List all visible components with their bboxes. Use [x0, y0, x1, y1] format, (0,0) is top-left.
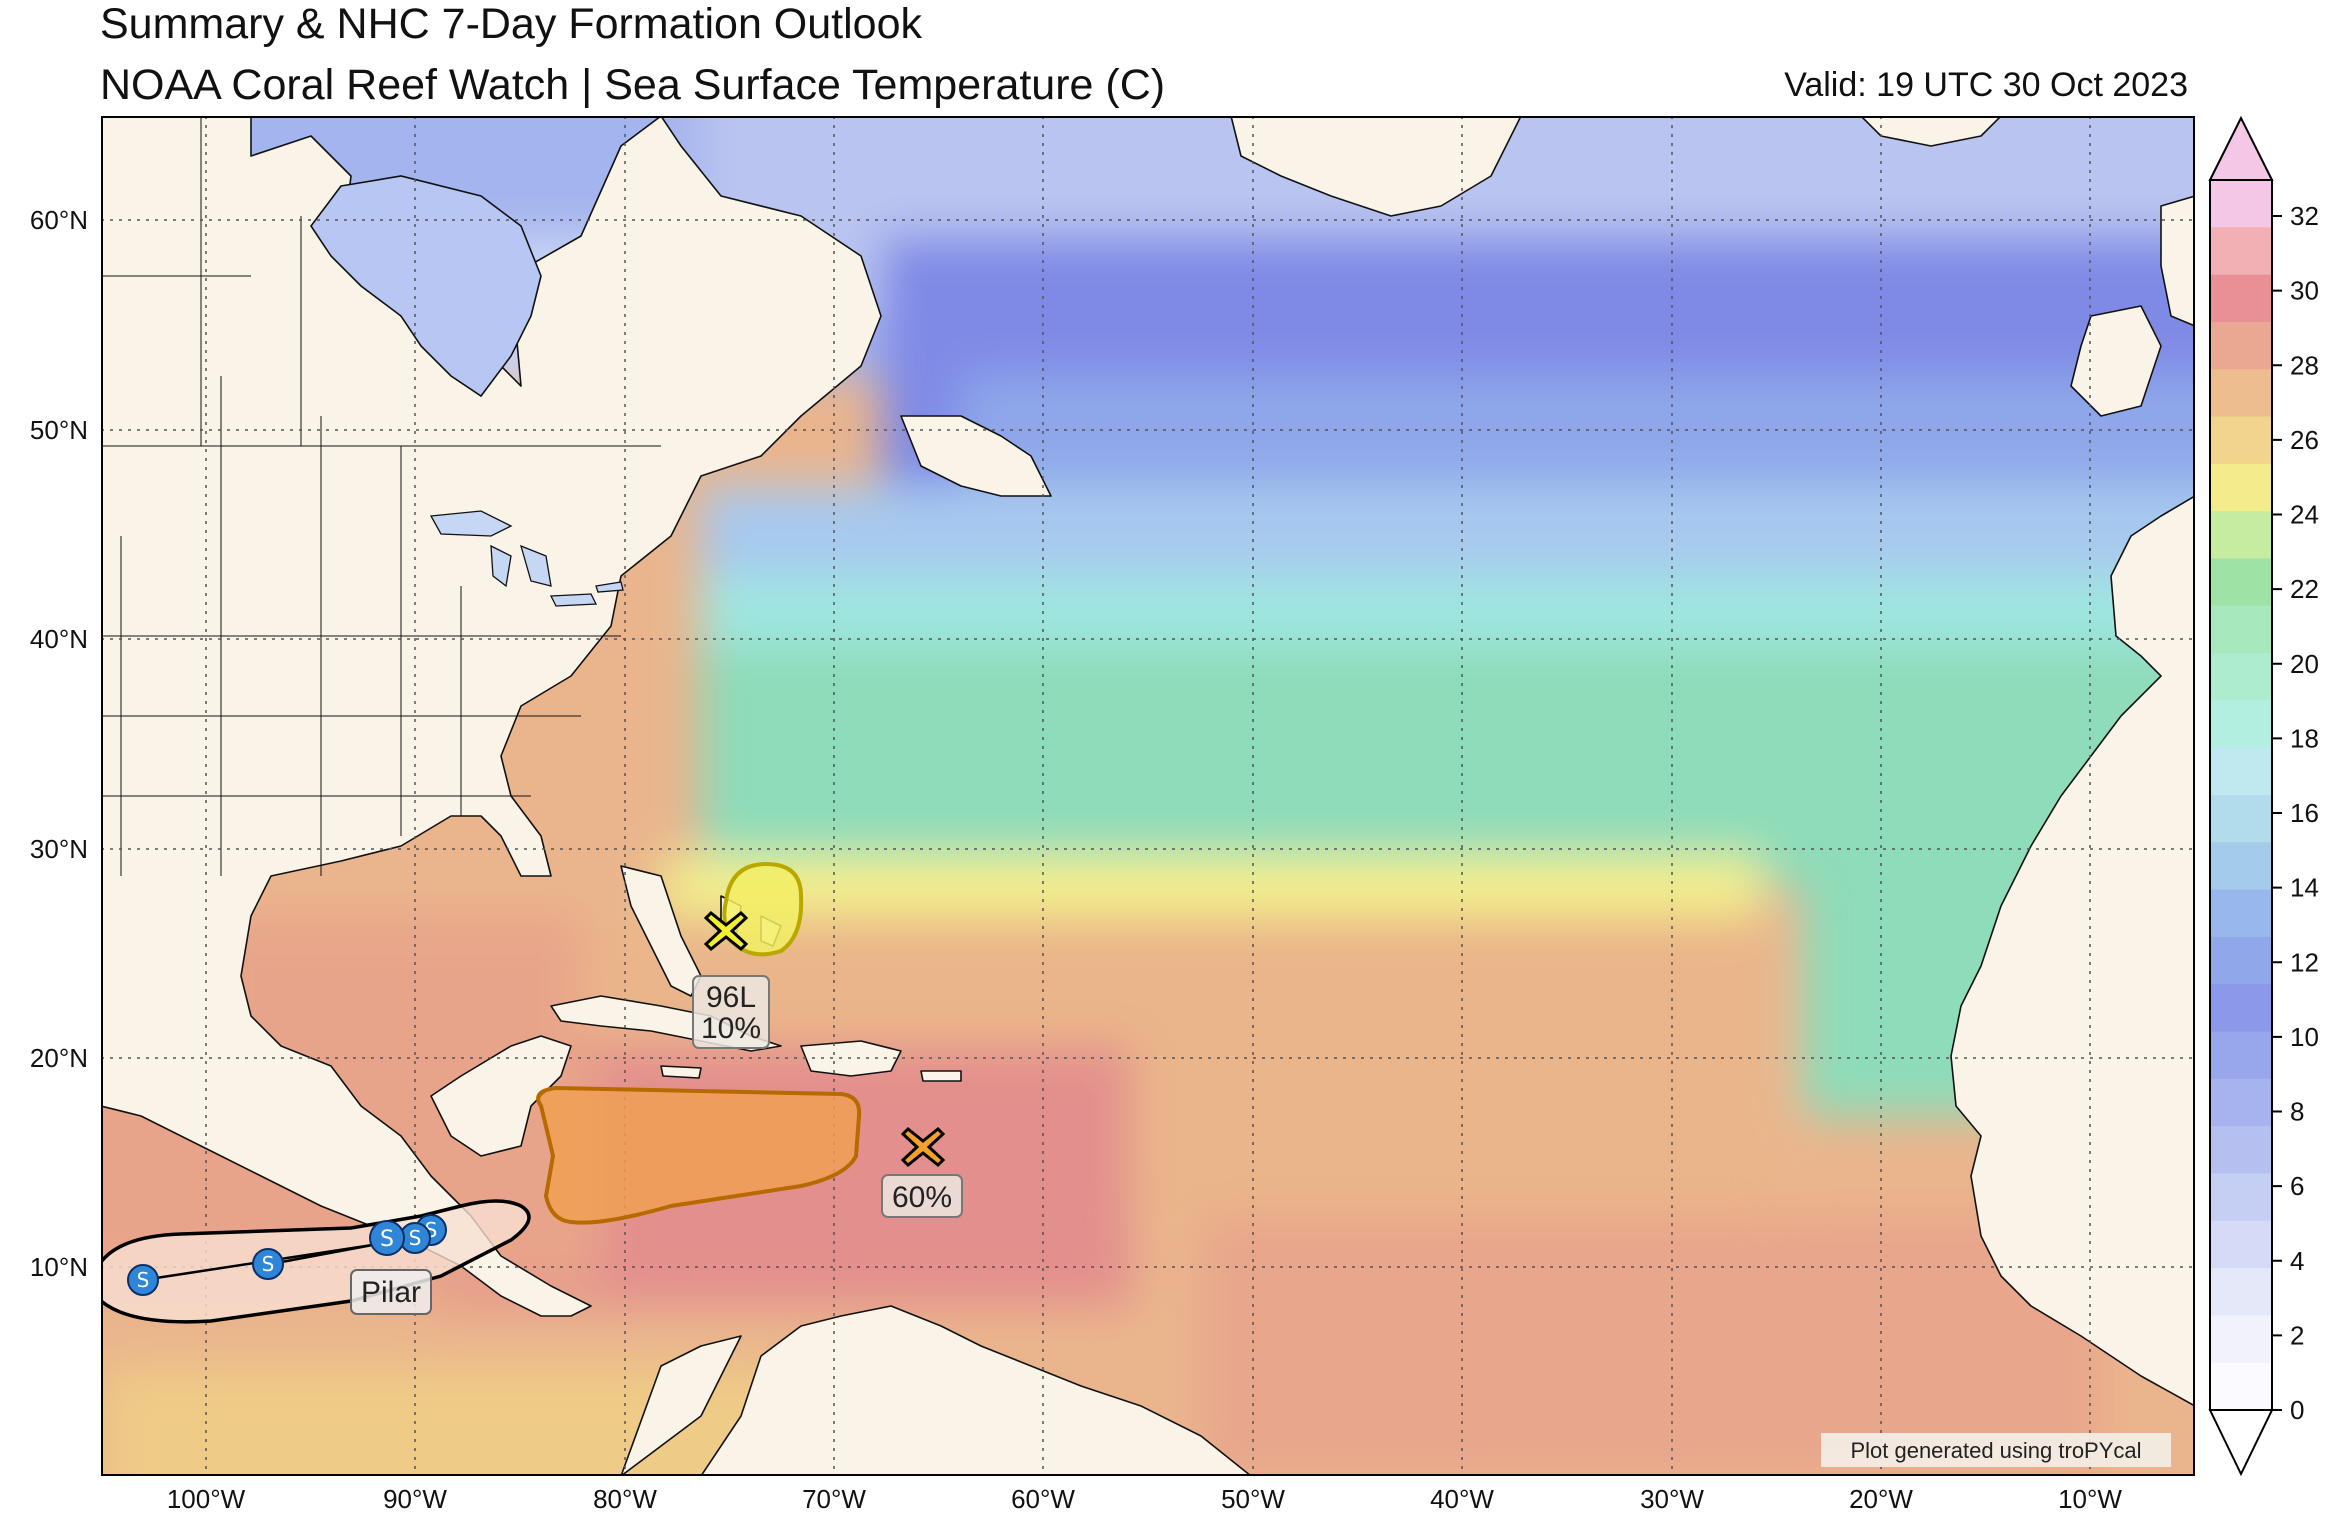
storm-points: S S S S S	[127, 1214, 447, 1296]
colorbar-tick-label: 20	[2290, 649, 2319, 679]
colorbar-tick-label: 30	[2290, 276, 2319, 306]
colorbar-band	[2210, 369, 2272, 418]
colorbar-tick-label: 18	[2290, 723, 2319, 753]
lon-axis: 100°W 90°W 80°W 70°W 60°W 50°W 40°W 30°W…	[167, 1484, 2123, 1514]
colorbar-band	[2210, 747, 2272, 796]
storm-name-box: Pilar	[350, 1269, 432, 1315]
area-probability: 60%	[892, 1181, 952, 1214]
colorbar-band	[2210, 274, 2272, 323]
label-96l: 96L 10%	[692, 975, 770, 1049]
storm-symbol-icon: S	[262, 1252, 275, 1276]
colorbar-tick-label: 2	[2290, 1320, 2304, 1350]
colorbar-tick-label: 8	[2290, 1097, 2304, 1127]
colorbar-tick-label: 0	[2290, 1395, 2304, 1425]
label-carib: 60%	[881, 1174, 963, 1218]
lat-label: 10°N	[30, 1252, 88, 1282]
colorbar-band	[2210, 653, 2272, 701]
lon-label: 100°W	[167, 1484, 246, 1514]
colorbar-bottom-arrow	[2208, 1409, 2274, 1477]
lon-label: 90°W	[383, 1484, 447, 1514]
x-icon[interactable]	[900, 1126, 946, 1168]
colorbar-tick-label: 24	[2290, 500, 2319, 530]
colorbar-band	[2210, 321, 2272, 370]
valid-time: Valid: 19 UTC 30 Oct 2023	[1784, 66, 2188, 104]
colorbar-band	[2210, 1126, 2272, 1174]
x-icon[interactable]	[703, 910, 749, 952]
colorbar-band	[2210, 1315, 2272, 1364]
colorbar-band	[2210, 558, 2272, 607]
lat-label: 20°N	[30, 1043, 88, 1073]
lat-label: 50°N	[30, 415, 88, 445]
colorbar-band	[2210, 1268, 2272, 1316]
colorbar-band	[2210, 936, 2272, 985]
colorbar-band	[2210, 416, 2272, 465]
colorbar-tick-label: 32	[2290, 201, 2319, 231]
colorbar-band	[2210, 1031, 2272, 1080]
lon-label: 60°W	[1011, 1484, 1075, 1514]
lon-label: 30°W	[1640, 1484, 1704, 1514]
colorbar-tick-label: 14	[2290, 873, 2319, 903]
lon-label: 50°W	[1221, 1484, 1285, 1514]
storm-point[interactable]: S	[252, 1248, 284, 1280]
colorbar-band	[2210, 511, 2272, 559]
colorbar-band	[2210, 605, 2272, 654]
lon-label: 10°W	[2058, 1484, 2122, 1514]
outlook-area-high[interactable]	[536, 1085, 862, 1225]
storm-point[interactable]: S	[369, 1220, 405, 1256]
credit-text: Plot generated using troPYcal	[1850, 1438, 2141, 1463]
storm-symbol-icon: S	[137, 1268, 150, 1292]
sst-map: S S S S S Pilar	[101, 116, 2195, 1476]
colorbar-band	[2210, 1220, 2272, 1269]
great-lakes	[429, 510, 624, 607]
storm-symbol-icon: S	[380, 1227, 394, 1252]
colorbar-tick-label: 12	[2290, 947, 2319, 977]
colorbar-band	[2210, 984, 2272, 1033]
credit-box: Plot generated using troPYcal	[1821, 1433, 2171, 1467]
lat-label: 30°N	[30, 834, 88, 864]
lat-label: 40°N	[30, 624, 88, 654]
hudson-bay	[310, 175, 542, 398]
colorbar-top-arrow	[2208, 115, 2274, 181]
colorbar-band	[2210, 889, 2272, 938]
colorbar-band	[2210, 700, 2272, 749]
lon-label: 20°W	[1849, 1484, 1913, 1514]
lon-label: 40°W	[1430, 1484, 1494, 1514]
gridlines	[101, 116, 2195, 1476]
colorbar-band	[2210, 180, 2272, 228]
colorbar-band	[2210, 795, 2272, 843]
colorbar-band	[2210, 227, 2272, 276]
colorbar-band	[2210, 1362, 2272, 1411]
colorbar-tick-label: 28	[2290, 350, 2319, 380]
lon-label: 70°W	[802, 1484, 866, 1514]
colorbar-tick-label: 16	[2290, 798, 2319, 828]
colorbar-tick-label: 26	[2290, 425, 2319, 455]
storm-point[interactable]: S	[127, 1264, 159, 1296]
lat-axis: 60°N 50°N 40°N 30°N 20°N 10°N	[30, 205, 88, 1282]
chart-title: Summary & NHC 7-Day Formation Outlook	[100, 0, 922, 48]
area-probability: 10%	[701, 1012, 761, 1045]
colorbar-band	[2210, 842, 2272, 891]
colorbar-tick-label: 22	[2290, 574, 2319, 604]
colorbar-tick-label: 6	[2290, 1171, 2304, 1201]
chart-subtitle: NOAA Coral Reef Watch | Sea Surface Temp…	[100, 61, 1166, 109]
colorbar-band	[2210, 1078, 2272, 1127]
lat-label: 60°N	[30, 205, 88, 235]
colorbar-band	[2210, 1173, 2272, 1222]
colorbar-tick-label: 4	[2290, 1246, 2304, 1276]
storm-name: Pilar	[361, 1276, 421, 1309]
area-id: 96L	[706, 981, 756, 1014]
colorbar-tick-label: 10	[2290, 1022, 2319, 1052]
storm-symbol-icon: S	[409, 1226, 422, 1250]
colorbar-band	[2210, 463, 2272, 512]
lon-label: 80°W	[593, 1484, 657, 1514]
borders	[101, 116, 661, 876]
